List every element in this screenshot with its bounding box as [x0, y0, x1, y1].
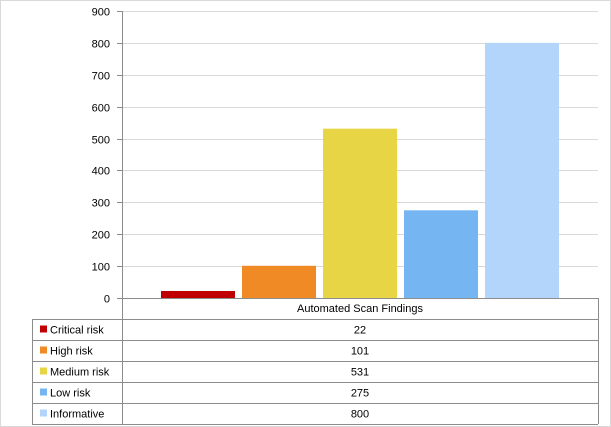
bar-critical-risk: [161, 290, 235, 298]
y-tick-label: 500: [92, 135, 110, 147]
data-label: 101: [351, 346, 369, 358]
data-label: 22: [354, 325, 366, 337]
y-tick-label: 100: [92, 262, 110, 274]
legend-key-low-risk: [40, 388, 47, 396]
legend-key-medium-risk: [40, 367, 47, 375]
y-tick-label: 200: [92, 230, 110, 242]
bar-medium-risk: [323, 128, 397, 298]
legend-key-high-risk: [40, 346, 47, 354]
y-tick-label: 300: [92, 198, 110, 210]
legend-key-informative: [40, 409, 47, 417]
y-tick-label: 600: [92, 103, 110, 115]
y-tick-label: 800: [92, 39, 110, 51]
legend-label: High risk: [50, 346, 93, 358]
bar-high-risk: [242, 265, 316, 298]
data-label: 275: [351, 388, 369, 400]
y-tick-label: 400: [92, 166, 110, 178]
legend-key-critical-risk: [40, 325, 47, 333]
y-tick-label: 900: [92, 7, 110, 19]
legend-label: Critical risk: [50, 325, 104, 337]
legend-label: Low risk: [50, 388, 91, 400]
bar-informative: [485, 42, 559, 299]
data-label: 531: [351, 367, 369, 379]
category-label: Automated Scan Findings: [297, 303, 423, 315]
y-tick-label: 700: [92, 71, 110, 83]
legend-label: Medium risk: [50, 367, 110, 379]
y-tick-label: 0: [104, 294, 110, 306]
data-label: 800: [351, 409, 369, 421]
legend-label: Informative: [50, 409, 104, 421]
bar-low-risk: [404, 210, 478, 298]
